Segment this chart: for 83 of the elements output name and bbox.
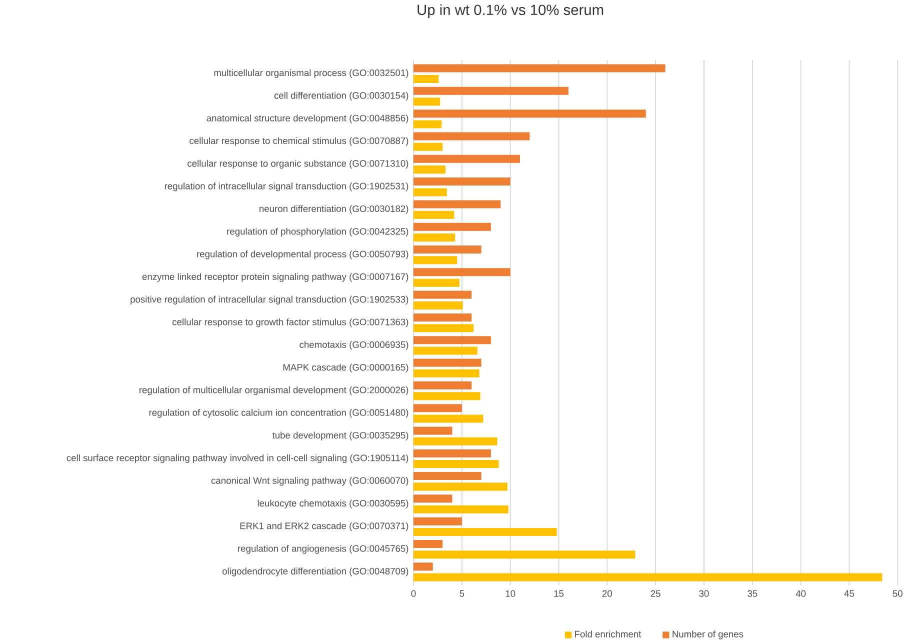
- bar: [413, 120, 442, 128]
- bar: [413, 449, 491, 458]
- bar: [413, 165, 446, 174]
- bar: [413, 562, 433, 571]
- y-tick-label: enzyme linked receptor protein signaling pathway (GO:0007167): [142, 273, 408, 282]
- bar: [413, 324, 474, 332]
- bar: [413, 404, 462, 412]
- x-tick-label: 20: [602, 590, 612, 597]
- bar: [413, 528, 557, 536]
- bar: [413, 540, 443, 548]
- bar: [413, 154, 520, 163]
- x-tick-label: 50: [892, 590, 902, 597]
- y-tick-label: cell differentiation (GO:0030154): [274, 92, 408, 101]
- bar: [413, 74, 439, 83]
- bar: [413, 64, 666, 72]
- chart-title: Up in wt 0.1% vs 10% serum: [418, 4, 604, 18]
- bar: [413, 505, 508, 514]
- bar: [413, 210, 454, 219]
- bar: [413, 142, 443, 151]
- bar: [413, 472, 482, 480]
- bar: [413, 426, 452, 435]
- bar: [413, 268, 510, 276]
- bar: [413, 336, 491, 344]
- y-tick-label: cellular response to organic substance (GO:0071310): [188, 160, 408, 168]
- y-tick-label: cellular response to chemical stimulus (GO:0070887): [190, 137, 408, 146]
- bar: [413, 550, 636, 559]
- x-tick-label: 25: [650, 590, 660, 597]
- x-tick-label: 45: [844, 590, 854, 597]
- x-tick-label: 15: [554, 590, 564, 597]
- y-tick-label: chemotaxis (GO:0006935): [300, 340, 408, 350]
- bar: [413, 98, 440, 106]
- bar: [413, 414, 484, 423]
- y-tick-label: ERK1 and ERK2 cascade (GO:0070371): [240, 522, 408, 531]
- bar: [413, 381, 472, 390]
- bar: [413, 437, 498, 446]
- bar: [413, 177, 510, 186]
- bar: [413, 573, 882, 582]
- y-tick-label: regulation of cytosolic calcium ion concentration (GO:0051480): [149, 408, 408, 418]
- bar: [413, 245, 482, 254]
- bar: [413, 358, 482, 367]
- bar: [413, 482, 508, 491]
- bar: [413, 222, 491, 231]
- bar: [413, 460, 499, 468]
- y-tick-label: oligodendrocyte differentiation (GO:0048709): [222, 568, 408, 576]
- y-tick-label: leukocyte chemotaxis (GO:0030595): [258, 500, 408, 508]
- x-tick-label: 0: [411, 590, 416, 597]
- x-tick-label: 10: [506, 590, 516, 597]
- y-tick-label: regulation of developmental process (GO:0050793): [197, 250, 408, 260]
- x-tick-label: 40: [796, 590, 806, 597]
- bar: [413, 301, 463, 310]
- bar: [413, 86, 568, 95]
- y-tick-label: regulation of angiogenesis (GO:0045765): [238, 544, 408, 554]
- x-tick-label: 35: [748, 590, 758, 597]
- bar: [413, 200, 501, 208]
- bar: [413, 132, 530, 140]
- y-tick-label: MAPK cascade (GO:0000165): [283, 364, 408, 372]
- y-tick-label: canonical Wnt signaling pathway (GO:0060070): [211, 476, 408, 486]
- bar: [413, 369, 480, 378]
- y-tick-label: positive regulation of intracellular signal transduction (GO:1902533): [130, 296, 408, 304]
- bar: [413, 278, 460, 287]
- x-tick-label: 30: [699, 590, 709, 597]
- bar: [413, 233, 456, 242]
- bar: [413, 313, 472, 322]
- bar: [413, 494, 452, 503]
- bar: [413, 392, 480, 400]
- legend-label: Fold enrichment: [575, 630, 642, 638]
- y-tick-label: regulation of multicellular organismal development (GO:2000026): [140, 386, 408, 395]
- y-tick-label: regulation of phosphorylation (GO:0042325): [227, 228, 408, 236]
- y-tick-label: neuron differentiation (GO:0030182): [260, 205, 408, 214]
- bar: [413, 256, 458, 264]
- bar: [413, 346, 478, 355]
- y-tick-label: multicellular organismal process (GO:0032501): [214, 69, 408, 78]
- y-tick-label: regulation of intracellular signal transduction (GO:1902531): [164, 182, 408, 192]
- bar: [413, 290, 472, 299]
- y-tick-label: tube development (GO:0035295): [272, 432, 408, 440]
- x-tick-label: 5: [460, 590, 464, 597]
- legend-label: Number of genes: [672, 630, 744, 640]
- y-tick-label: anatomical structure development (GO:0048856): [206, 114, 408, 124]
- bar: [413, 517, 462, 526]
- bar: [413, 109, 646, 118]
- y-tick-label: cell surface receptor signaling pathway involved in cell-cell signaling (GO:1905114): [66, 454, 408, 463]
- bar: [413, 188, 447, 196]
- y-tick-label: cellular response to growth factor stimulus (GO:0071363): [172, 318, 408, 328]
